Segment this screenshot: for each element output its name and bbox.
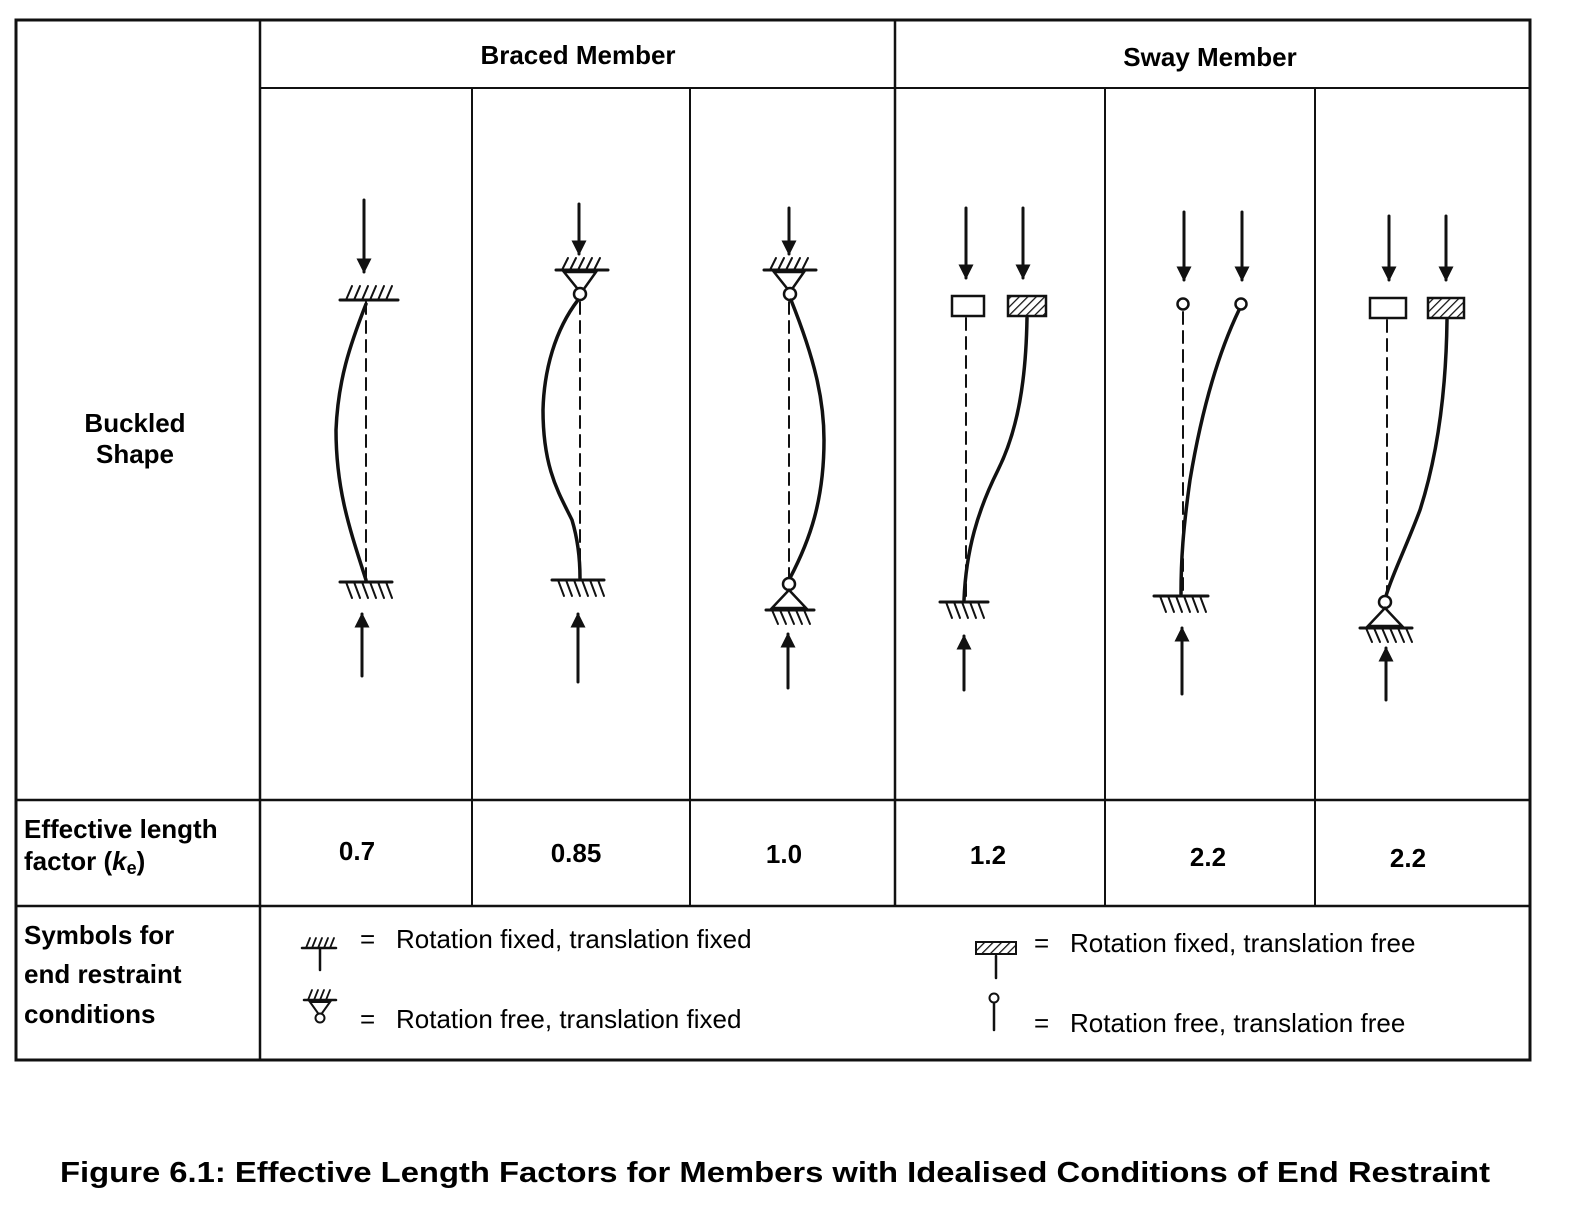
legend-free-fixed-text: Rotation free, translation fixed [396, 1004, 741, 1034]
pinned-support-bottom [764, 576, 816, 625]
legend-free-free-text: Rotation free, translation free [1070, 1008, 1405, 1038]
buckled-curve [788, 298, 826, 580]
symbol-fixed-free-icon [975, 941, 1017, 980]
pinned-support-bottom [1358, 594, 1414, 643]
factor-value-6: 2.2 [1390, 843, 1426, 873]
buckled-shape-label-line1: Buckled [84, 408, 185, 438]
buckled-curve [1384, 318, 1449, 598]
factor-value-4: 1.2 [970, 840, 1006, 870]
symbols-label-line2: end restraint [24, 959, 182, 989]
factor-value-3: 1.0 [766, 839, 802, 869]
factor-label-k: k [112, 846, 128, 876]
fixed-support-top [338, 285, 400, 302]
fixed-support-bottom [550, 578, 606, 597]
legend-eq-2: = [360, 1004, 375, 1034]
buckled-curve [962, 316, 1029, 602]
buckled-shape-pinned-pinned [762, 206, 826, 690]
effective-length-label-line2: factor (ke) [24, 846, 145, 878]
symbol-fixed-fixed-icon [300, 937, 338, 972]
symbols-label-line3: conditions [24, 999, 155, 1029]
table-border [14, 18, 1532, 1062]
free-end-displaced [1234, 297, 1248, 311]
buckled-shape-sway-guided-fixed [938, 206, 1048, 692]
sway-member-header: Sway Member [1123, 42, 1296, 72]
symbol-free-fixed-icon [302, 989, 338, 1024]
factor-label-sub: e [127, 858, 137, 878]
factor-value-2: 0.85 [551, 838, 602, 868]
buckled-curve [1179, 308, 1241, 596]
legend-eq-4: = [1034, 1008, 1049, 1038]
fixed-support-bottom [938, 600, 990, 619]
buckled-shape-pinned-fixed [541, 202, 610, 684]
factor-value-1: 0.7 [339, 836, 375, 866]
fixed-support-bottom [338, 580, 394, 599]
buckled-shape-sway-guided-pinned [1358, 214, 1466, 702]
pinned-support-top [554, 257, 610, 302]
factor-label-prefix: factor ( [24, 846, 112, 876]
buckled-shape-sway-free-fixed [1152, 210, 1250, 696]
symbol-free-free-icon [988, 992, 1000, 1032]
guided-support-displaced [1426, 296, 1466, 320]
pinned-support-top [762, 257, 818, 302]
guided-support-original [1368, 296, 1408, 320]
guided-support-original [950, 294, 986, 318]
legend-fixed-free-text: Rotation fixed, translation free [1070, 928, 1415, 958]
factor-value-5: 2.2 [1190, 842, 1226, 872]
factor-label-suffix: ) [137, 846, 146, 876]
legend-fixed-fixed-text: Rotation fixed, translation fixed [396, 924, 752, 954]
legend-eq-1: = [360, 924, 375, 954]
guided-support-displaced [1006, 294, 1048, 318]
legend-eq-3: = [1034, 928, 1049, 958]
braced-member-header: Braced Member [480, 40, 675, 70]
buckled-curve [334, 302, 368, 582]
free-end-original [1176, 297, 1190, 311]
buckled-curve [541, 298, 582, 580]
effective-length-label-line1: Effective length [24, 814, 218, 844]
fixed-support-bottom [1152, 594, 1210, 613]
symbols-label-line1: Symbols for [24, 920, 174, 950]
figure-caption: Figure 6.1: Effective Length Factors for… [60, 1157, 1490, 1189]
buckled-shape-fixed-fixed [334, 198, 400, 678]
buckled-shape-label-line2: Shape [96, 439, 174, 469]
table-grid [14, 18, 1532, 1062]
